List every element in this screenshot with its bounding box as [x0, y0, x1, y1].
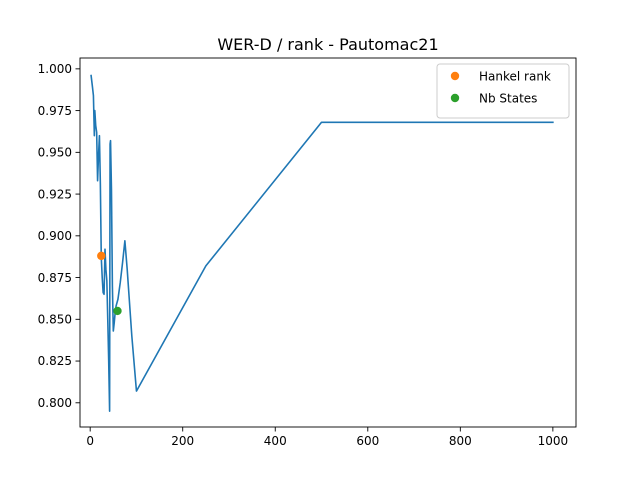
scatter-point-hankel-rank-0 — [97, 251, 106, 261]
x-tick-label: 400 — [264, 434, 287, 448]
y-tick-label: 0.950 — [38, 146, 72, 160]
legend-label: Nb States — [479, 92, 537, 106]
series-layer — [90, 74, 554, 412]
y-tick-label: 0.825 — [38, 354, 72, 368]
y-tick-label: 0.900 — [38, 229, 72, 243]
y-tick-label: 0.925 — [38, 187, 72, 201]
y-tick-label: 0.875 — [38, 271, 72, 285]
axes-layer: 0 200 400 600 800 1000 0.800 0.825 0.850 0.875 0.9… — [38, 57, 577, 448]
x-tick-label: 800 — [449, 434, 472, 448]
y-tick-label: 0.800 — [38, 396, 72, 410]
x-tick-label: 0 — [86, 434, 94, 448]
legend-box — [436, 63, 570, 119]
plot-frame — [79, 57, 577, 428]
legend-marker — [450, 93, 460, 103]
y-tick-label: 1.000 — [38, 62, 72, 76]
y-tick-label: 0.975 — [38, 104, 72, 118]
x-tick-label: 1000 — [538, 434, 569, 448]
x-tick-label: 200 — [171, 434, 194, 448]
scatter-point-nb-states-0 — [113, 306, 122, 316]
legend-label: Hankel rank — [479, 70, 551, 84]
legend-marker — [450, 71, 460, 81]
chart-title: WER-D / rank - Pautomac21 — [217, 35, 438, 54]
y-tick-label: 0.850 — [38, 313, 72, 327]
x-tick-label: 600 — [356, 434, 379, 448]
legend: Hankel rank Nb States — [436, 63, 570, 119]
series-line-0 — [90, 74, 554, 412]
